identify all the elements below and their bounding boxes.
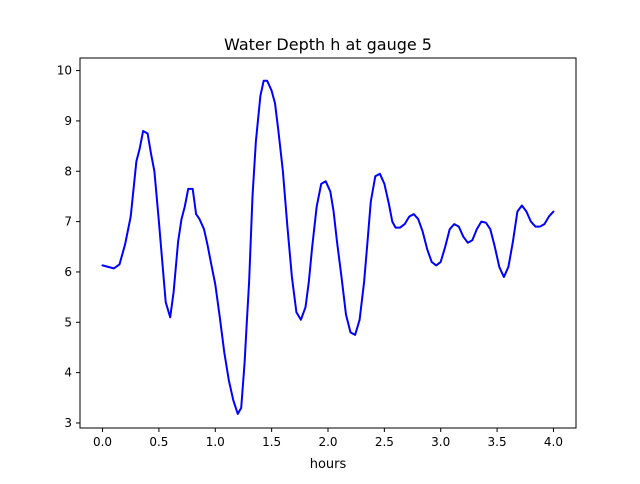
x-tick-label: 3.0 [431, 435, 450, 449]
x-tick-label: 1.5 [262, 435, 281, 449]
x-tick-label: 2.5 [375, 435, 394, 449]
y-tick-label: 5 [64, 315, 72, 329]
x-axis: 0.0 0.5 1.0 1.5 2.0 2.5 3.0 3.5 4.0 [93, 428, 563, 449]
x-tick-label: 0.0 [93, 435, 112, 449]
plot-area [80, 58, 576, 428]
x-tick-label: 1.0 [206, 435, 225, 449]
y-tick-label: 4 [64, 366, 72, 380]
water-depth-line [101, 79, 555, 415]
x-tick-label: 4.0 [544, 435, 563, 449]
x-axis-label: hours [310, 457, 347, 472]
chart-title: Water Depth h at gauge 5 [224, 35, 432, 54]
x-tick-label: 3.5 [488, 435, 507, 449]
plot-frame [79, 57, 577, 429]
x-tick-label: 2.0 [318, 435, 337, 449]
x-tick-label: 0.5 [149, 435, 168, 449]
y-tick-label: 7 [64, 215, 72, 229]
y-axis: 3 4 5 6 7 8 9 10 [57, 64, 80, 430]
y-tick-label: 6 [64, 265, 72, 279]
y-tick-label: 10 [57, 64, 72, 78]
y-tick-label: 9 [64, 114, 72, 128]
y-tick-label: 8 [64, 164, 72, 178]
y-tick-label: 3 [64, 416, 72, 430]
